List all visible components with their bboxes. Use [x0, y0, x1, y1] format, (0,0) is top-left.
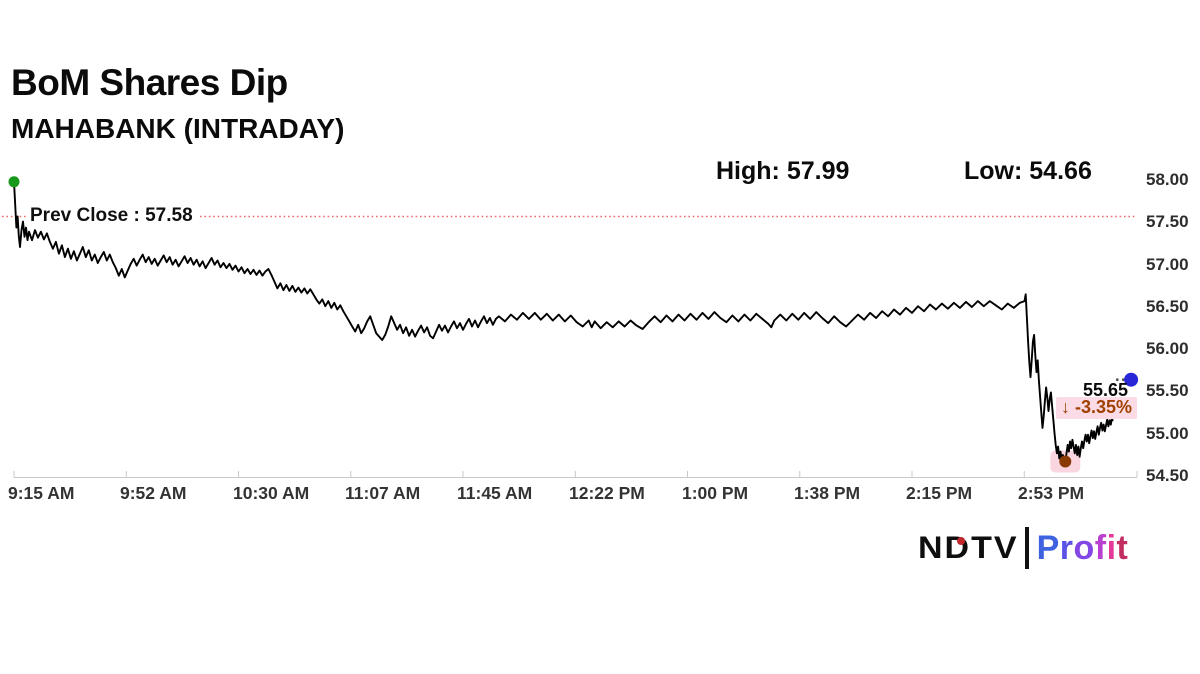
y-axis-label: 54.50	[1146, 466, 1189, 485]
y-axis-label: 55.00	[1146, 424, 1189, 443]
chart-title: BoM Shares Dip	[11, 62, 288, 103]
profit-logo-letter: t	[1116, 528, 1129, 567]
y-axis-label: 55.50	[1146, 381, 1189, 400]
last-price-label: 55.65	[1082, 380, 1128, 400]
high-value: 57.99	[786, 157, 850, 185]
y-axis-label: 58.00	[1146, 170, 1189, 189]
ndtv-red-dot-icon	[957, 537, 965, 545]
prev-close-label: Prev Close : 57.58	[26, 205, 199, 227]
x-axis-label: 9:15 AM	[8, 483, 75, 503]
ndtv-profit-logo: NDTV Profit	[918, 524, 1128, 572]
x-axis-label: 11:07 AM	[345, 483, 421, 503]
y-axis-label: 57.50	[1146, 212, 1189, 231]
x-axis-label: 1:00 PM	[682, 483, 749, 503]
x-axis-label: 12:22 PM	[569, 483, 645, 503]
x-axis-label: 2:15 PM	[906, 483, 973, 503]
x-axis-label: 11:45 AM	[457, 483, 533, 503]
x-axis-label: 1:38 PM	[794, 483, 861, 503]
down-arrow-icon: ↓	[1060, 397, 1070, 417]
profit-logo-letter: i	[1106, 528, 1117, 567]
low-value: 54.66	[1029, 157, 1092, 185]
high-label: High:	[716, 157, 780, 185]
profit-logo-letter: f	[1094, 528, 1107, 567]
x-axis-label: 2:53 PM	[1018, 483, 1085, 503]
low-label: Low:	[964, 157, 1023, 185]
high-stat: High: 57.99	[716, 157, 849, 186]
change-percent: -3.35%	[1074, 397, 1132, 417]
chart-subtitle: MAHABANK (INTRADAY)	[11, 113, 345, 144]
ndtv-logo-text: NDTV	[918, 530, 1019, 566]
y-axis-label: 57.00	[1146, 255, 1189, 274]
profit-logo-letter: o	[1073, 528, 1095, 567]
y-axis-label: 56.00	[1146, 339, 1189, 358]
profit-logo-letter: r	[1059, 528, 1074, 567]
change-badge: ↓ -3.35%	[1055, 397, 1137, 419]
profit-logo-letter: P	[1036, 528, 1060, 567]
low-stat: Low: 54.66	[964, 157, 1092, 186]
profit-logo-text: Profit	[1037, 529, 1129, 568]
logo-divider	[1024, 527, 1029, 569]
x-axis-label: 9:52 AM	[120, 483, 187, 503]
x-axis-label: 10:30 AM	[233, 483, 310, 503]
y-axis-label: 56.50	[1146, 297, 1189, 316]
